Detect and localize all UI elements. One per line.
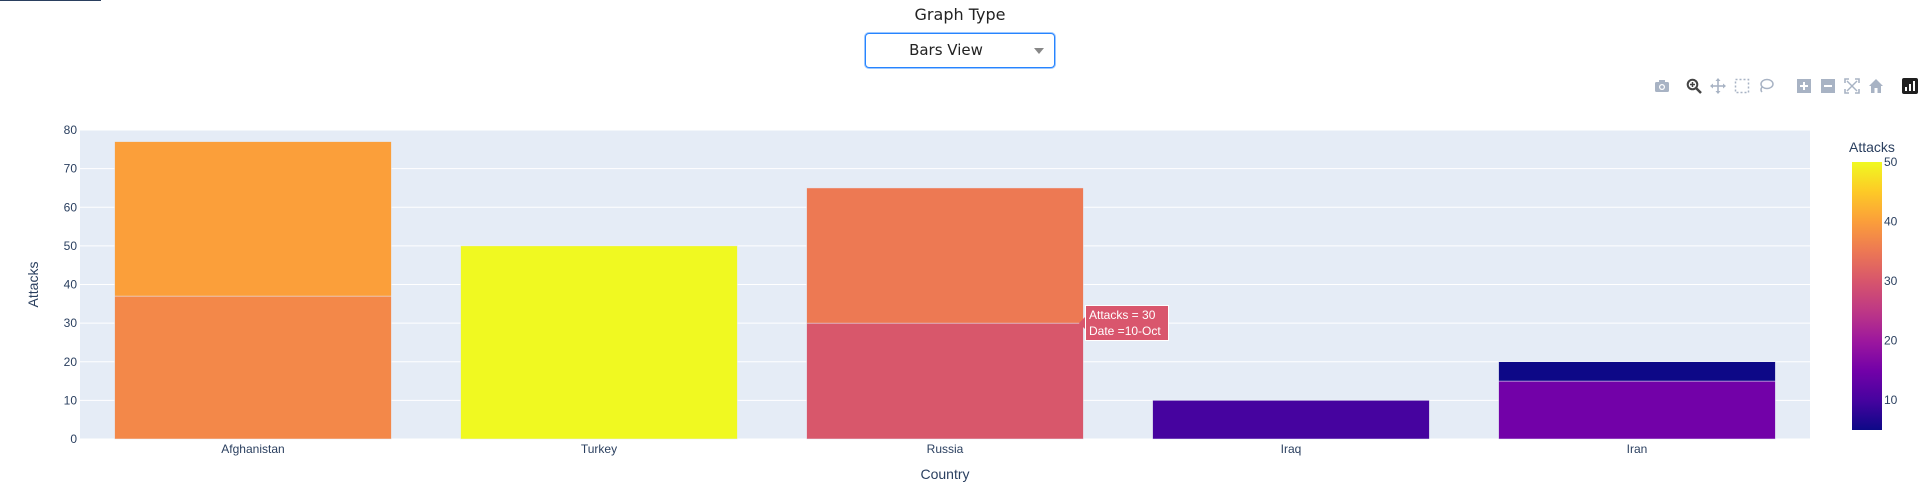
y-tick-label: 0 (70, 432, 77, 446)
bar-segment-russia-3[interactable] (806, 322, 1084, 440)
chevron-down-icon[interactable] (1034, 48, 1044, 54)
y-tick-label: 20 (64, 355, 78, 369)
bar-segment-turkey-2[interactable] (460, 245, 738, 440)
colorbar-tick-label: 50 (1884, 155, 1898, 169)
colorbar-tick-label: 20 (1884, 334, 1898, 348)
bar-segment-afghanistan-1[interactable] (114, 141, 392, 297)
x-tick-label: Turkey (581, 442, 617, 456)
pan-icon[interactable] (1708, 76, 1728, 96)
y-tick-label: 70 (64, 162, 78, 176)
x-tick-label: Russia (927, 442, 964, 456)
colorbar-tick-label: 10 (1884, 393, 1898, 407)
hover-label-attacks: Attacks = 30 (1089, 308, 1156, 322)
plotly-logo-icon[interactable] (1900, 76, 1920, 96)
colorbar-tick-label: 40 (1884, 215, 1898, 229)
y-tick-label: 50 (64, 239, 78, 253)
colorbar-tick-labels: 10 20 30 40 50 (1884, 155, 1898, 407)
y-tick-label: 60 (64, 200, 78, 214)
zoom-out-icon[interactable] (1818, 76, 1838, 96)
y-tick-labels: 0 10 20 30 40 50 60 70 80 (64, 123, 78, 446)
box-select-icon[interactable] (1732, 76, 1752, 96)
hover-label: Attacks = 30 Date =10-Oct (1085, 305, 1169, 341)
colorbar-tick-label: 30 (1884, 274, 1898, 288)
autoscale-icon[interactable] (1842, 76, 1862, 96)
graph-type-selected: Bars View (909, 41, 983, 59)
modebar-toolbar (1652, 76, 1920, 96)
y-tick-label: 30 (64, 316, 78, 330)
bar-segment-russia-4[interactable] (806, 187, 1084, 324)
x-tick-label: Afghanistan (221, 442, 284, 456)
colorbar-gradient (1852, 162, 1882, 430)
zoom-icon[interactable] (1684, 76, 1704, 96)
graph-type-label: Graph Type (914, 5, 1006, 24)
y-tick-label: 40 (64, 278, 78, 292)
graph-type-dropdown[interactable]: Bars View (865, 33, 1055, 68)
y-tick-label: 10 (64, 393, 78, 407)
bar-segment-afghanistan-0[interactable] (114, 295, 392, 440)
camera-icon[interactable] (1652, 76, 1672, 96)
bar-segment-iran-6[interactable] (1498, 380, 1776, 440)
x-axis-title: Country (920, 466, 969, 482)
x-tick-label: Iraq (1281, 442, 1302, 456)
top-rule (0, 0, 101, 1)
x-tick-label: Iran (1627, 442, 1648, 456)
colorbar: Attacks 10 20 30 40 50 (1849, 139, 1898, 430)
hover-label-date: Date =10-Oct (1089, 324, 1161, 338)
bar-segment-iran-7[interactable] (1498, 361, 1776, 382)
lasso-select-icon[interactable] (1756, 76, 1776, 96)
hover-label-pointer (1079, 317, 1085, 329)
colorbar-title: Attacks (1849, 139, 1895, 155)
reset-axes-icon[interactable] (1866, 76, 1886, 96)
x-tick-labels: Afghanistan Turkey Russia Iraq Iran (221, 442, 1647, 456)
bar-segments[interactable] (114, 141, 1776, 440)
y-tick-label: 80 (64, 123, 78, 137)
bar-segment-iraq-5[interactable] (1152, 400, 1430, 440)
y-axis-title: Attacks (25, 262, 41, 308)
zoom-in-icon[interactable] (1794, 76, 1814, 96)
